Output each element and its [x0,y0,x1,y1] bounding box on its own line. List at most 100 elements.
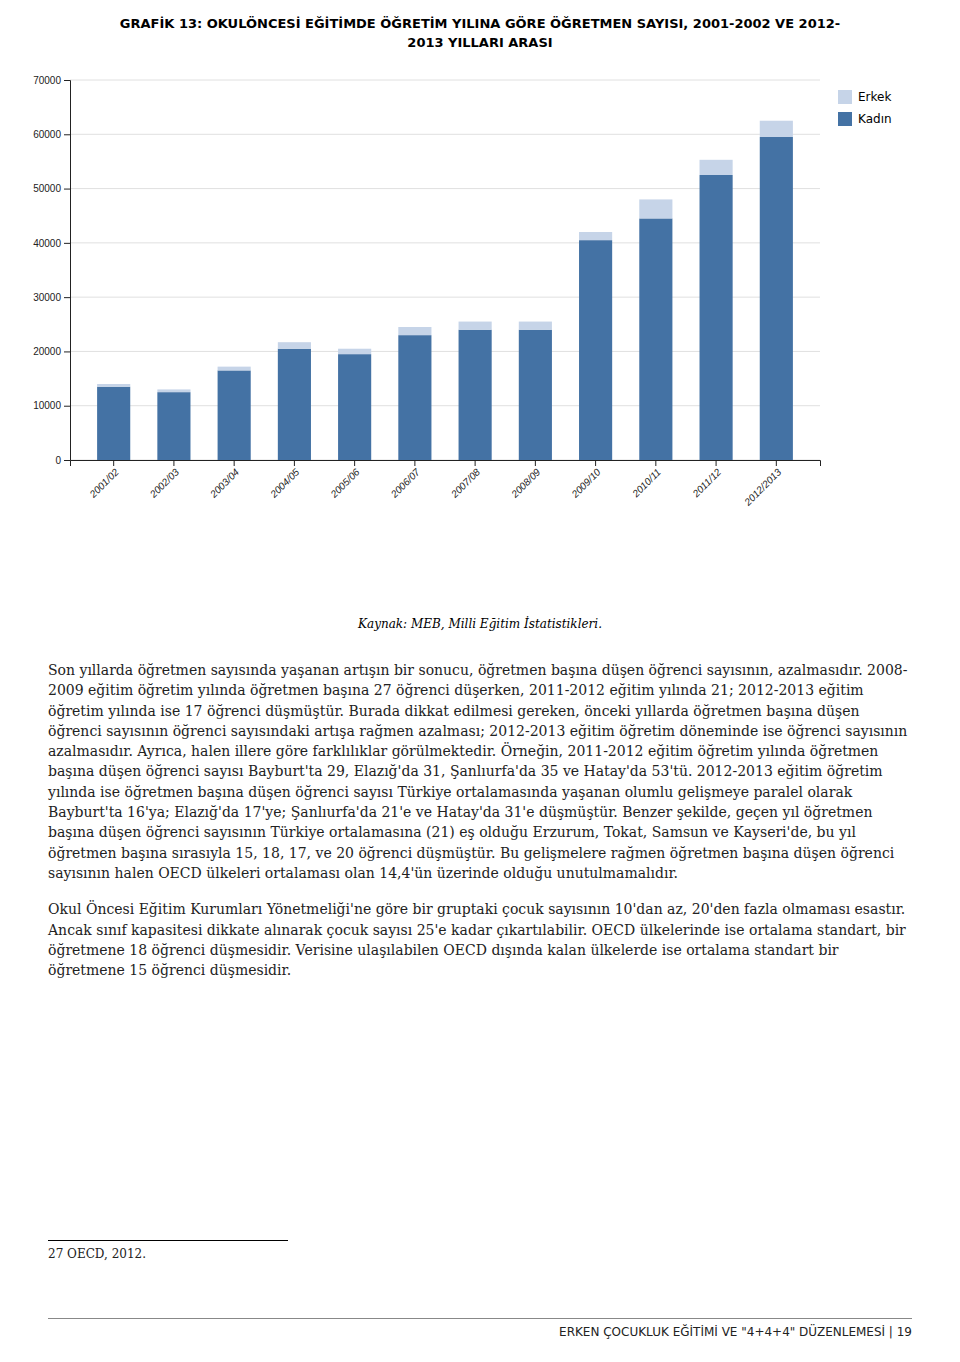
y-tick-mark [64,243,70,244]
x-tick: 2008/09 [508,460,542,500]
y-tick-label: 40000 [33,238,61,249]
bar [398,335,431,460]
x-tick-mark [354,460,355,466]
grid-line [70,134,820,135]
x-tick-mark [414,460,415,466]
bar [519,322,552,330]
legend-swatch [838,112,852,126]
y-tick-mark [64,297,70,298]
legend-swatch [838,90,852,104]
x-axis: 2001/02 2002/03 2003/04 2004/05 2005/06 2006/… [71,460,821,508]
bar [519,330,552,460]
y-tick: 70000 [33,75,70,86]
x-tick-mark [535,460,536,466]
x-tick-mark [595,460,596,466]
footnote-rule [48,1240,288,1241]
x-tick-mark [173,460,174,466]
y-tick: 20000 [33,346,70,357]
y-tick-mark [64,134,70,135]
x-tick-label: 2011/12 [690,466,724,500]
bars [97,121,793,460]
y-tick-label: 10000 [33,400,61,411]
y-tick-mark [64,351,70,352]
bar [459,322,492,330]
bar [579,232,612,240]
bar [700,160,733,175]
x-tick-label: 2007/08 [448,466,482,500]
bar [760,137,793,460]
x-tick-label: 2002/03 [147,466,181,500]
y-tick-mark [64,406,70,407]
y-tick-label: 30000 [33,292,61,303]
x-tick-label: 2009/10 [569,466,603,500]
x-tick-label: 2004/05 [267,466,301,500]
x-tick-label: 2012/2013 [741,466,783,508]
title: GRAFİK 13: OKULÖNCESİ EĞİTİMDE ÖĞRETİM Y… [120,16,840,50]
x-tick-mark [475,460,476,466]
x-tick-label: 2006/07 [388,466,422,500]
x-tick-mark [294,460,295,466]
legend-label: Kadın [858,112,892,126]
y-axis: 0 10000 20000 30000 40000 50000 60000 70000 [33,75,70,466]
series [97,137,793,460]
bar [338,354,371,460]
body-paragraph: Son yıllarda öğretmen sayısında yaşanan … [48,660,912,883]
y-tick-mark [64,80,70,81]
body-paragraph: Okul Öncesi Eğitim Kurumları Yönetmeliği… [48,899,912,980]
bar [278,342,311,349]
bar [639,199,672,218]
y-tick: 0 [55,455,70,466]
y-tick: 40000 [33,238,70,249]
bar [579,240,612,460]
x-tick: 2010/11 [629,460,663,500]
y-tick: 60000 [33,129,70,140]
legend-label: Erkek [858,90,891,104]
x-tick: 2006/07 [388,460,422,500]
y-tick: 10000 [33,400,70,411]
x-tick-mark [655,460,656,466]
x-tick: 2011/12 [690,460,724,500]
x-tick-label: 2008/09 [508,466,542,500]
x-tick: 2012/2013 [741,460,783,508]
bar [157,392,190,460]
y-tick-label: 0 [55,455,61,466]
bar [639,218,672,460]
y-tick-mark [64,189,70,190]
x-axis-line [71,461,821,467]
bar [398,327,431,335]
x-tick: 2005/06 [328,460,362,500]
title-line: 2013 YILLARI ARASI [407,35,552,50]
x-tick: 2009/10 [569,460,603,500]
x-tick-mark [113,460,114,466]
y-tick-label: 60000 [33,129,61,140]
bar [459,330,492,460]
y-tick-mark [64,460,70,461]
chart: GRAFİK 13: OKULÖNCESİ EĞİTİMDE ÖĞRETİM Y… [0,0,960,650]
bar [278,349,311,460]
bar [218,367,251,371]
body-area: Son yıllarda öğretmen sayısında yaşanan … [48,660,912,996]
y-tick: 50000 [33,183,70,194]
x-tick-label: 2001/02 [87,466,121,500]
legend-item: Erkek [838,90,891,104]
x-tick-mark [776,460,777,466]
footnote-area: 27 OECD, 2012. [48,1240,912,1261]
series [97,121,793,392]
x-tick: 2003/04 [207,460,241,500]
plot: 0 10000 20000 30000 40000 50000 60000 70000 2001… [33,75,820,509]
x-tick: 2004/05 [267,460,301,500]
y-tick-label: 50000 [33,183,61,194]
title-line: GRAFİK 13: OKULÖNCESİ EĞİTİMDE ÖĞRETİM Y… [120,16,840,31]
source: Kaynak: MEB, Milli Eğitim İstatistikleri… [357,616,602,631]
bar [97,387,130,460]
bar [157,389,190,392]
legend: Erkek Kadın [838,90,892,126]
x-tick-mark [716,460,717,466]
y-tick-label: 20000 [33,346,61,357]
legend-item: Kadın [838,112,892,126]
x-tick-label: 2005/06 [328,466,362,500]
x-tick-label: 2003/04 [207,466,241,500]
bar [338,349,371,354]
bar [97,384,130,387]
x-tick: 2002/03 [147,460,181,500]
